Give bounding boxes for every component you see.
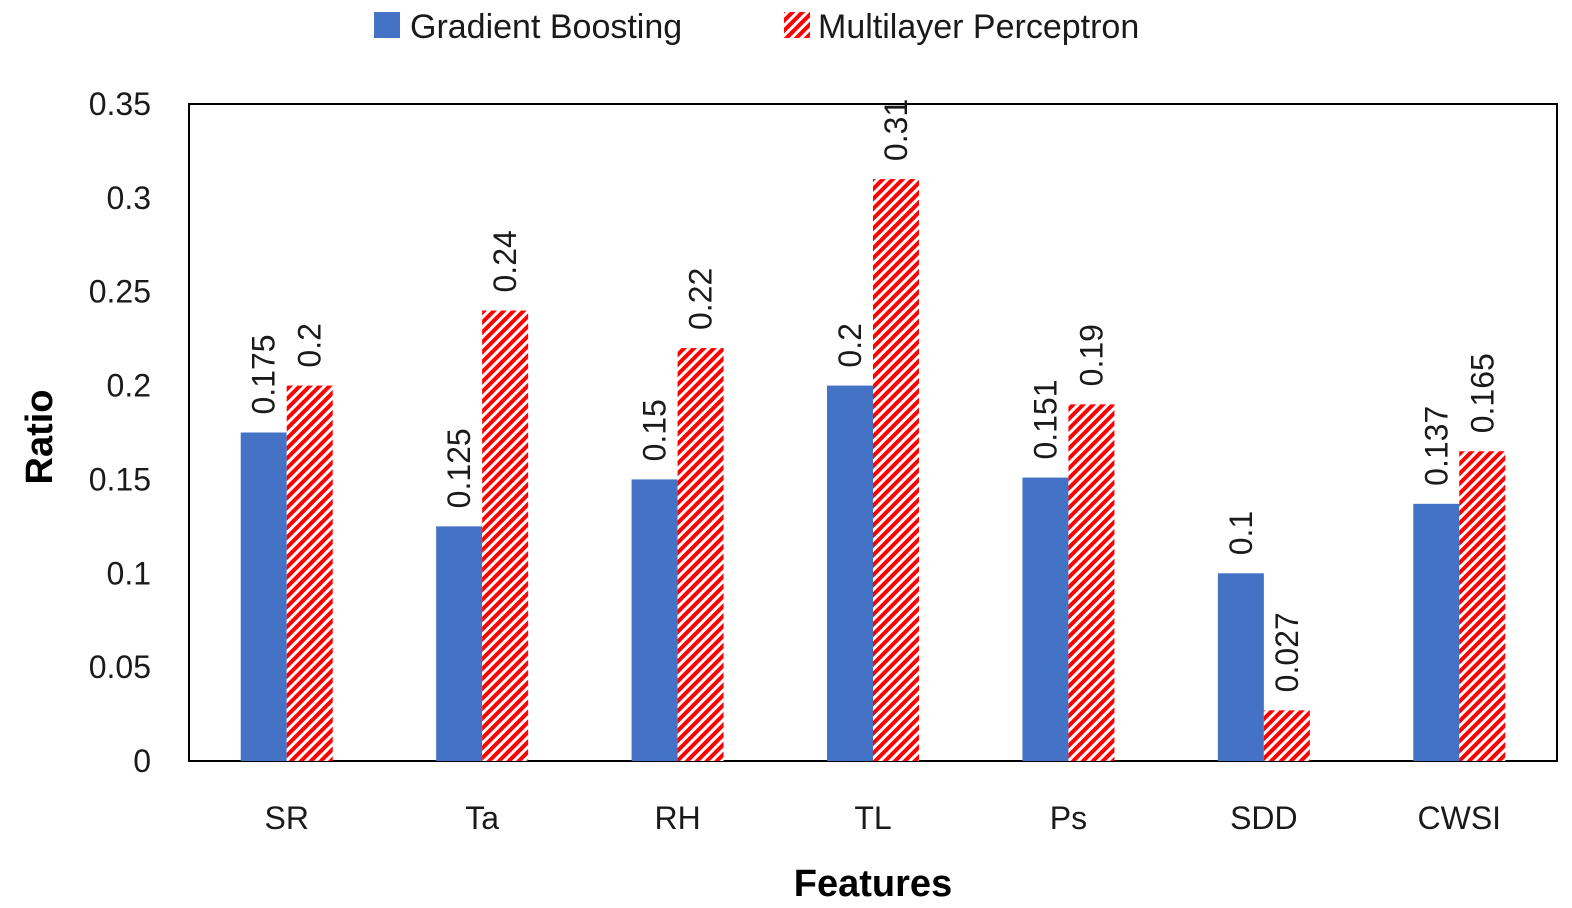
x-axis: SR Ta RH TL Ps SDD CWSI bbox=[264, 800, 1501, 836]
y-tick-label: 0 bbox=[133, 743, 151, 779]
x-tick-label-sdd: SDD bbox=[1230, 800, 1298, 836]
data-label-gradient-boosting-cwsi: 0.137 bbox=[1418, 406, 1454, 486]
y-tick-label: 0.15 bbox=[89, 461, 151, 497]
data-label-multilayer-perceptron-sr: 0.2 bbox=[292, 323, 328, 367]
legend-swatch-gradient-boosting bbox=[374, 12, 400, 38]
x-tick-label-cwsi: CWSI bbox=[1418, 800, 1502, 836]
data-label-multilayer-perceptron-sdd: 0.027 bbox=[1269, 612, 1305, 692]
y-tick-label: 0.1 bbox=[107, 555, 151, 591]
data-label-multilayer-perceptron-ps: 0.19 bbox=[1073, 324, 1109, 386]
y-axis: 0 0.05 0.1 0.15 0.2 0.25 0.3 0.35 bbox=[89, 86, 151, 779]
bar-multilayer-perceptron-ta bbox=[482, 310, 529, 761]
y-tick-label: 0.05 bbox=[89, 649, 151, 685]
legend-swatch-multilayer-perceptron bbox=[784, 12, 810, 38]
bar-gradient-boosting-sr bbox=[240, 432, 287, 761]
x-axis-title: Features bbox=[794, 863, 952, 905]
bars-group bbox=[240, 179, 1506, 762]
data-label-gradient-boosting-rh: 0.15 bbox=[637, 399, 673, 461]
data-label-multilayer-perceptron-ta: 0.24 bbox=[487, 230, 523, 292]
bar-gradient-boosting-cwsi bbox=[1413, 503, 1460, 761]
bar-multilayer-perceptron-tl bbox=[873, 179, 919, 762]
bar-multilayer-perceptron-sdd bbox=[1263, 710, 1310, 761]
bar-gradient-boosting-sdd bbox=[1217, 573, 1264, 761]
data-labels-group: 0.175 0.2 0.125 0.24 0.15 0.22 0.2 0.31 0.151 0.1… bbox=[246, 99, 1501, 693]
y-axis-title: Ratio bbox=[19, 390, 61, 485]
bar-multilayer-perceptron-cwsi bbox=[1459, 451, 1506, 761]
y-tick-label: 0.2 bbox=[107, 368, 151, 404]
data-label-gradient-boosting-sdd: 0.1 bbox=[1223, 511, 1259, 555]
data-label-gradient-boosting-ta: 0.125 bbox=[441, 428, 477, 508]
bar-gradient-boosting-ps bbox=[1022, 477, 1069, 761]
x-tick-label-ta: Ta bbox=[465, 800, 499, 836]
data-label-multilayer-perceptron-tl: 0.31 bbox=[878, 99, 914, 161]
y-tick-label: 0.35 bbox=[89, 86, 151, 122]
x-tick-label-rh: RH bbox=[654, 800, 700, 836]
data-label-gradient-boosting-ps: 0.151 bbox=[1027, 379, 1063, 459]
y-tick-label: 0.25 bbox=[89, 274, 151, 310]
bar-gradient-boosting-tl bbox=[827, 385, 873, 761]
x-tick-label-sr: SR bbox=[264, 800, 308, 836]
y-tick-label: 0.3 bbox=[107, 180, 151, 216]
bar-gradient-boosting-ta bbox=[436, 526, 483, 761]
bar-multilayer-perceptron-rh bbox=[677, 348, 724, 761]
data-label-multilayer-perceptron-rh: 0.22 bbox=[683, 268, 719, 330]
legend: Gradient Boosting Multilayer Perceptron bbox=[374, 8, 1139, 46]
bar-multilayer-perceptron-ps bbox=[1068, 404, 1115, 761]
bar-gradient-boosting-rh bbox=[631, 479, 678, 761]
data-label-gradient-boosting-tl: 0.2 bbox=[832, 323, 868, 367]
data-label-multilayer-perceptron-cwsi: 0.165 bbox=[1464, 353, 1500, 433]
bar-multilayer-perceptron-sr bbox=[286, 385, 333, 761]
legend-label-gradient-boosting: Gradient Boosting bbox=[410, 8, 682, 46]
x-tick-label-tl: TL bbox=[854, 800, 891, 836]
data-label-gradient-boosting-sr: 0.175 bbox=[246, 334, 282, 414]
x-tick-label-ps: Ps bbox=[1050, 800, 1087, 836]
legend-label-multilayer-perceptron: Multilayer Perceptron bbox=[818, 8, 1139, 46]
